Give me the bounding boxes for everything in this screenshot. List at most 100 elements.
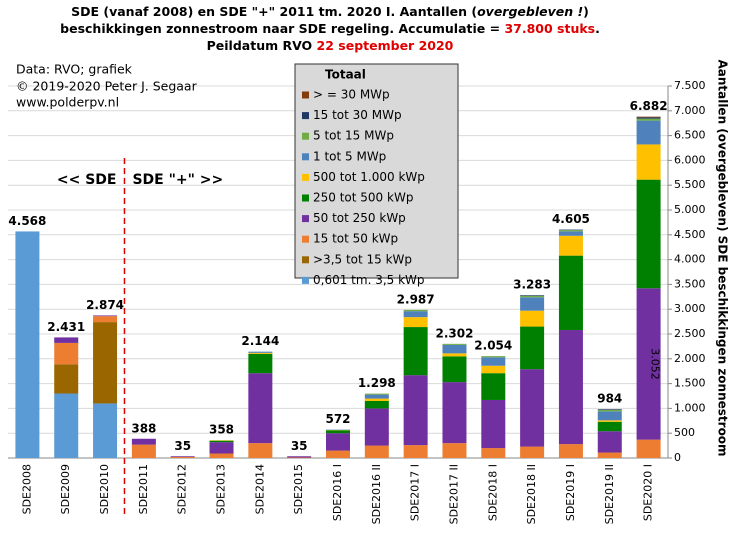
bar-segment: [636, 288, 661, 440]
total-label: 2.144: [241, 334, 279, 348]
legend: Totaal 0,601 tm. 3,5 kWp >3,5 tot 15 kWp 15…: [294, 63, 459, 287]
legend-label: 250 tot 500 kWp: [313, 191, 413, 205]
x-tick-label: SDE2010: [98, 464, 111, 514]
bar-segment: [170, 457, 195, 458]
legend-swatch: [302, 235, 309, 243]
legend-title: Totaal: [325, 68, 366, 82]
bar-segment: [364, 400, 389, 409]
bar-segment: [442, 343, 467, 345]
bar-segment: [54, 337, 79, 343]
bar-segment: [403, 327, 428, 376]
legend-swatch: [302, 112, 309, 120]
bar-segment: [15, 231, 40, 458]
legend-swatch: [302, 132, 309, 140]
title-part: ): [583, 4, 589, 19]
y-tick-label: 4.000: [674, 253, 706, 266]
bar-segment: [364, 445, 389, 458]
bar-segment: [403, 309, 428, 312]
bars: [15, 116, 661, 458]
bar-segment: [54, 393, 79, 458]
y-tick-label: 3.000: [674, 302, 706, 315]
bar-segment: [520, 310, 545, 327]
x-tick-label: SDE2009: [59, 464, 72, 514]
legend-label: 15 tot 50 kWp: [313, 232, 398, 246]
bar-segment: [326, 450, 350, 458]
bar-segment: [93, 315, 118, 317]
value-label: 3.052: [649, 348, 662, 380]
bar-segment: [54, 364, 79, 394]
x-tick-label: SDE2016 II: [370, 464, 383, 524]
bar-segment: [481, 373, 506, 400]
legend-label: 50 tot 250 kWp: [313, 211, 406, 225]
bar-segment: [326, 430, 350, 434]
total-label: 2.431: [47, 320, 85, 334]
bar-segment: [597, 421, 622, 432]
y-tick-label: 6.000: [674, 153, 706, 166]
y-tick-label: 500: [674, 426, 695, 439]
legend-swatch: [302, 173, 309, 181]
annotation: Data: RVO; grafiek: [16, 62, 133, 77]
bar-segment: [93, 403, 118, 458]
bar-segment: [636, 120, 661, 145]
bar-segment: [520, 295, 545, 298]
legend-label: 0,601 tm. 3,5 kWp: [313, 273, 425, 287]
bar-segment: [558, 231, 583, 236]
title-part: beschikkingen zonnestroom naar SDE regel…: [60, 21, 504, 36]
chart-title: Peildatum RVO 22 september 2020: [207, 38, 454, 53]
x-tick-label: SDE2016 I: [331, 464, 344, 521]
y-tick-label: 6.500: [674, 129, 706, 142]
y-tick-label: 4.500: [674, 228, 706, 241]
y-tick-label: 0: [674, 451, 681, 464]
legend-swatch: [302, 256, 309, 264]
bar-segment: [520, 295, 545, 296]
bar-segment: [442, 353, 467, 357]
bar-segment: [558, 330, 583, 445]
bar-segment: [636, 117, 661, 119]
bar-segment: [248, 373, 273, 444]
legend-label: 1 tot 5 MWp: [313, 149, 386, 163]
x-tick-label: SDE2013: [215, 464, 228, 514]
bar-segment: [636, 118, 661, 121]
total-label: 2.987: [397, 292, 435, 306]
bar-segment: [131, 438, 156, 445]
title-part: SDE (vanaf 2008) en SDE "+" 2011 tm. 202…: [71, 4, 477, 19]
total-label: 3.283: [513, 278, 551, 292]
bar-segment: [326, 433, 350, 451]
bar-segment: [364, 408, 389, 446]
bar-segment: [636, 439, 661, 458]
title-part: overgebleven !: [477, 4, 583, 19]
bar-segment: [597, 411, 622, 421]
legend-swatch: [302, 91, 309, 99]
total-label: 35: [291, 439, 308, 453]
bar-segment: [403, 317, 428, 328]
divider-label: << SDE: [57, 172, 117, 188]
bar-segment: [403, 311, 428, 318]
title-part: Peildatum RVO: [207, 38, 317, 53]
chart-title: SDE (vanaf 2008) en SDE "+" 2011 tm. 202…: [71, 4, 589, 19]
bar-segment: [131, 444, 156, 458]
bar-segment: [481, 365, 506, 374]
y-axis-label: Aantallen (overgebleven) SDE beschikking…: [716, 59, 730, 456]
bar-segment: [93, 316, 118, 323]
total-label: 572: [325, 412, 350, 426]
x-tick-label: SDE2008: [20, 464, 33, 514]
total-label: 6.882: [630, 99, 668, 113]
legend-swatch: [302, 153, 309, 161]
bar-segment: [597, 409, 622, 410]
y-tick-label: 1.000: [674, 401, 706, 414]
bar-segment: [558, 230, 583, 232]
bar-segment: [636, 116, 661, 118]
legend-label: 500 tot 1.000 kWp: [313, 170, 425, 184]
bar-segment: [520, 446, 545, 458]
x-tick-label: SDE2017 I: [409, 464, 422, 521]
bar-segment: [364, 398, 389, 401]
bar-segment: [558, 444, 583, 458]
bar-segment: [364, 393, 389, 395]
bar-segment: [248, 353, 273, 374]
bar-segment: [636, 179, 661, 289]
bar-segment: [364, 394, 389, 399]
legend-label: 15 tot 30 MWp: [313, 108, 402, 122]
legend-swatch: [302, 194, 309, 202]
bar-segment: [442, 443, 467, 458]
total-label: 1.298: [358, 376, 396, 390]
